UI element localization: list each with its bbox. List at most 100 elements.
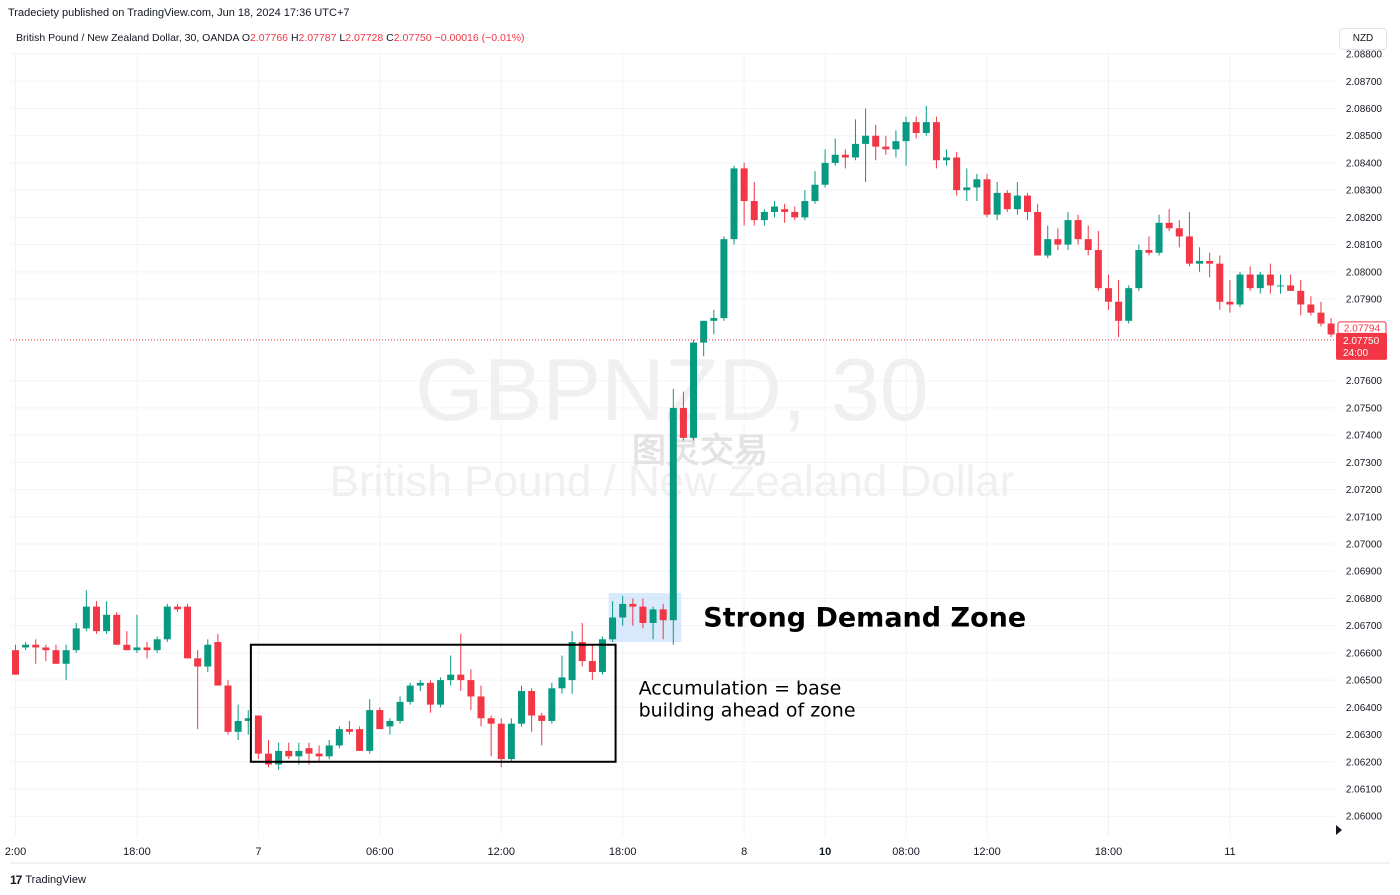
candle <box>953 152 961 196</box>
price-tick-label: 2.07100 <box>1346 512 1383 523</box>
candle-body <box>1094 250 1102 289</box>
candle <box>1024 192 1031 221</box>
candle <box>1044 225 1052 259</box>
open-value: 2.07766 <box>250 32 289 44</box>
candle-body <box>1266 274 1274 286</box>
candle-body <box>538 715 546 721</box>
candle-body <box>366 710 374 751</box>
candle-body <box>1256 274 1264 289</box>
footer-brand: TradingView <box>25 874 86 886</box>
candle-body <box>831 154 839 163</box>
price-tick-label: 2.07200 <box>1346 485 1383 496</box>
price-axis[interactable]: 2.08800 2.08700 2.08600 2.08500 2.08400 2.083… <box>1335 50 1400 866</box>
candle <box>902 116 910 166</box>
candle <box>629 598 637 626</box>
candle <box>1064 211 1072 251</box>
close-label: C <box>386 32 394 44</box>
candle <box>872 124 880 161</box>
candle <box>821 149 829 188</box>
candle <box>345 720 353 735</box>
symbol-name[interactable]: British Pound / New Zealand Dollar, 30, … <box>16 32 239 44</box>
time-tick-label: 8 <box>741 846 747 858</box>
candle <box>396 696 404 724</box>
scroll-right-arrow-icon[interactable] <box>1336 825 1342 835</box>
candle-body <box>1104 288 1112 302</box>
candle <box>892 130 900 158</box>
candle-body <box>72 628 80 651</box>
candle-body <box>1064 220 1072 245</box>
candle <box>113 612 121 645</box>
candle <box>1196 247 1204 272</box>
candle-body <box>32 644 40 648</box>
candle-body <box>1155 222 1163 253</box>
candle <box>882 135 890 155</box>
price-tick-label: 2.06100 <box>1346 785 1383 796</box>
candle <box>42 644 50 662</box>
price-axis-background <box>1335 52 1400 866</box>
candle-body <box>801 201 809 218</box>
candle <box>62 644 70 681</box>
candle <box>265 740 272 768</box>
candle-body <box>204 644 212 667</box>
candle <box>1034 203 1042 256</box>
candle-body <box>528 691 536 716</box>
candle <box>1094 230 1102 291</box>
candle-body <box>1125 288 1133 321</box>
candle <box>710 309 718 335</box>
candle-body <box>265 753 272 765</box>
candles <box>12 105 1335 770</box>
candle <box>437 677 445 708</box>
low-value: 2.07728 <box>345 32 384 44</box>
candle <box>1003 190 1011 212</box>
price-tick-label: 2.06600 <box>1346 648 1383 659</box>
candle <box>1104 274 1112 310</box>
publisher-line: Tradeciety published on TradingView.com,… <box>8 7 350 19</box>
candle-body <box>659 609 667 621</box>
candle-body <box>1084 239 1092 251</box>
overlays <box>10 339 1335 763</box>
candle-body <box>133 647 141 651</box>
price-tick-label: 2.06500 <box>1346 676 1383 687</box>
candle <box>214 633 222 686</box>
accumulation-label-line2: building ahead of zone <box>639 700 856 722</box>
candle-body <box>609 617 617 640</box>
candle-body <box>457 674 465 681</box>
candle <box>730 165 738 245</box>
candle <box>1135 244 1143 291</box>
candle-body <box>1297 290 1305 305</box>
candle <box>406 682 414 705</box>
candle-body <box>740 168 748 202</box>
time-tick-label: 10 <box>819 846 831 858</box>
candle <box>750 181 758 226</box>
candle-body <box>103 614 111 632</box>
candle <box>568 631 576 694</box>
candle-body <box>1135 250 1143 289</box>
last-price-label: 2.07750 <box>1343 336 1380 347</box>
candle-body <box>507 723 515 760</box>
candle <box>366 699 374 754</box>
candle-body <box>396 701 404 721</box>
time-tick-label: 06:00 <box>366 846 394 858</box>
candle <box>12 644 19 675</box>
candle <box>700 320 708 357</box>
candle-body <box>548 688 556 721</box>
candle <box>1115 279 1123 338</box>
accumulation-label-line1: Accumulation = base <box>639 678 842 700</box>
candle-body <box>1165 222 1173 229</box>
currency-button[interactable]: NZD <box>1339 28 1387 50</box>
candle-body <box>963 187 971 191</box>
candle-body <box>932 122 940 161</box>
candle <box>497 718 505 768</box>
open-label: O <box>241 32 251 44</box>
demand-zone-label: Strong Demand Zone <box>703 603 1026 634</box>
candle-body <box>922 122 930 133</box>
price-tick-label: 2.08500 <box>1346 131 1383 142</box>
candle <box>92 601 100 634</box>
candle <box>1155 214 1163 256</box>
candle-body <box>214 642 222 686</box>
accumulation-box <box>249 643 617 763</box>
candle-body <box>325 745 333 757</box>
candle-body <box>113 614 121 645</box>
time-axis[interactable]: 2:00 18:00 7 06:00 12:00 18:00 8 10 08:00 12:00 18… <box>5 846 1390 864</box>
